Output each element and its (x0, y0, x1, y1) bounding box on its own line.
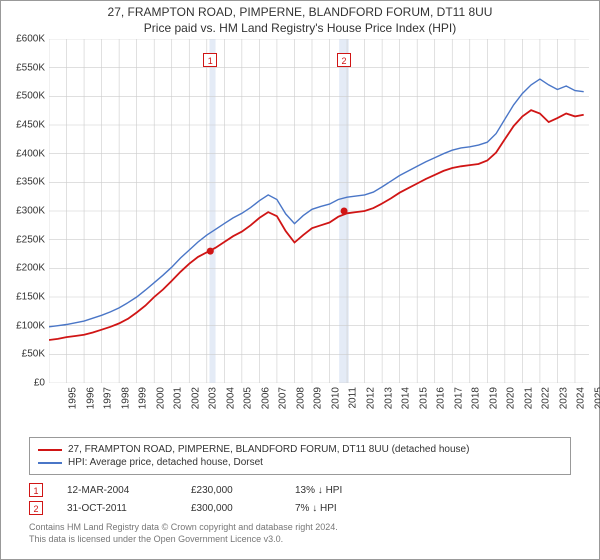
footer-line1: Contains HM Land Registry data © Crown c… (29, 521, 571, 533)
chart-area: 12£0£50K£100K£150K£200K£250K£300K£350K£4… (49, 39, 589, 385)
chart-marker-1: 1 (203, 53, 217, 67)
footer-line2: This data is licensed under the Open Gov… (29, 533, 571, 545)
sale-date-2: 31-OCT-2011 (67, 503, 167, 514)
sale-vs-hpi-2: 7% ↓ HPI (295, 503, 337, 514)
y-tick-label: £500K (16, 91, 45, 102)
y-tick-label: £250K (16, 234, 45, 245)
sale-row-2: 2 31-OCT-2011 £300,000 7% ↓ HPI (29, 501, 571, 515)
x-tick-label: 1997 (102, 387, 113, 409)
legend-label-hpi: HPI: Average price, detached house, Dors… (68, 457, 263, 468)
chart-marker-2: 2 (337, 53, 351, 67)
x-tick-label: 2015 (418, 387, 429, 409)
x-tick-label: 2023 (558, 387, 569, 409)
y-tick-label: £350K (16, 177, 45, 188)
subtitle: Price paid vs. HM Land Registry's House … (1, 21, 599, 35)
x-tick-label: 1999 (137, 387, 148, 409)
legend-row-hpi: HPI: Average price, detached house, Dors… (38, 457, 562, 468)
title-address: 27, FRAMPTON ROAD, PIMPERNE, BLANDFORD F… (1, 5, 599, 19)
y-tick-label: £600K (16, 34, 45, 45)
y-tick-label: £550K (16, 62, 45, 73)
legend-row-property: 27, FRAMPTON ROAD, PIMPERNE, BLANDFORD F… (38, 444, 562, 455)
x-tick-label: 2009 (313, 387, 324, 409)
x-tick-label: 2004 (225, 387, 236, 409)
sale-marker-2: 2 (29, 501, 43, 515)
x-tick-label: 2022 (541, 387, 552, 409)
x-tick-label: 2024 (576, 387, 587, 409)
y-tick-label: £100K (16, 320, 45, 331)
title-block: 27, FRAMPTON ROAD, PIMPERNE, BLANDFORD F… (1, 1, 599, 35)
y-tick-label: £150K (16, 292, 45, 303)
footer-attribution: Contains HM Land Registry data © Crown c… (29, 521, 571, 545)
x-tick-label: 2019 (488, 387, 499, 409)
x-tick-label: 2006 (260, 387, 271, 409)
x-tick-label: 1996 (85, 387, 96, 409)
sale-row-1: 1 12-MAR-2004 £230,000 13% ↓ HPI (29, 483, 571, 497)
x-tick-label: 1995 (67, 387, 78, 409)
y-tick-label: £50K (22, 349, 45, 360)
legend-swatch-property (38, 449, 62, 451)
sale-vs-hpi-1: 13% ↓ HPI (295, 485, 342, 496)
y-tick-label: £450K (16, 120, 45, 131)
x-tick-label: 2018 (470, 387, 481, 409)
x-tick-label: 2001 (172, 387, 183, 409)
x-tick-label: 2016 (435, 387, 446, 409)
x-tick-label: 2005 (243, 387, 254, 409)
y-tick-label: £200K (16, 263, 45, 274)
sale-price-1: £230,000 (191, 485, 271, 496)
legend-label-property: 27, FRAMPTON ROAD, PIMPERNE, BLANDFORD F… (68, 444, 469, 455)
x-tick-label: 2011 (347, 387, 358, 409)
sale-marker-1: 1 (29, 483, 43, 497)
x-tick-label: 2013 (383, 387, 394, 409)
x-tick-label: 2007 (278, 387, 289, 409)
x-tick-label: 2020 (506, 387, 517, 409)
sales-table: 1 12-MAR-2004 £230,000 13% ↓ HPI 2 31-OC… (29, 483, 571, 515)
x-tick-label: 1998 (120, 387, 131, 409)
figure-frame: 27, FRAMPTON ROAD, PIMPERNE, BLANDFORD F… (0, 0, 600, 560)
x-tick-label: 2010 (330, 387, 341, 409)
x-tick-label: 2008 (295, 387, 306, 409)
chart-svg (49, 39, 589, 383)
x-tick-label: 2000 (155, 387, 166, 409)
x-tick-label: 2021 (523, 387, 534, 409)
x-tick-label: 2003 (208, 387, 219, 409)
legend-box: 27, FRAMPTON ROAD, PIMPERNE, BLANDFORD F… (29, 437, 571, 475)
x-tick-label: 2017 (453, 387, 464, 409)
x-tick-label: 2025 (593, 387, 600, 409)
legend-swatch-hpi (38, 462, 62, 464)
y-tick-label: £300K (16, 206, 45, 217)
sale-price-2: £300,000 (191, 503, 271, 514)
sale-date-1: 12-MAR-2004 (67, 485, 167, 496)
x-tick-label: 2002 (190, 387, 201, 409)
x-tick-label: 2012 (365, 387, 376, 409)
y-tick-label: £0 (34, 378, 45, 389)
x-tick-label: 2014 (400, 387, 411, 409)
y-tick-label: £400K (16, 148, 45, 159)
